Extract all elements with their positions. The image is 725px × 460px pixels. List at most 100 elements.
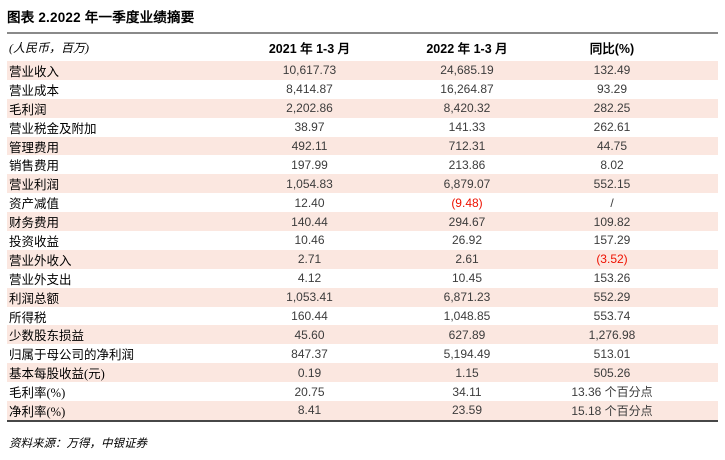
table-row: 管理费用 492.11 712.31 44.75 [7,136,718,156]
data-source-note: 资料来源：万得，中银证券 [9,437,147,450]
cell-2021-value: 160.44 [291,309,328,324]
column-header-yoy: 同比(%) [589,42,635,56]
column-header-2021: 2021 年 1-3 月 [268,42,351,56]
table-row: 毛利润 2,202.86 8,420.32 282.25 [7,98,718,118]
cell-2021-value: 197.99 [291,157,328,172]
cell-2021-value: 847.37 [291,346,328,361]
cell-2022-value: 5,194.49 [443,346,491,361]
cell-yoy-value: 552.29 [593,290,631,305]
cell-2022-value: 294.67 [448,214,486,229]
row-label: 归属于母公司的净利润 [9,348,135,363]
cell-yoy-value: 15.18 个百分点 [571,403,653,418]
cell-2021-value: 0.19 [297,365,322,380]
row-label: 资产减值 [9,197,60,212]
cell-2022-value: 6,871.23 [443,290,491,305]
cell-2022-value: 23.59 [451,403,483,418]
row-label: 销售费用 [9,159,60,174]
table-row: 营业收入 10,617.73 24,685.19 132.49 [7,61,718,80]
cell-2022-value: 10.45 [451,271,483,286]
cell-2021-value: 45.60 [294,327,325,342]
cell-2022-value: 34.11 [452,384,482,399]
cell-yoy-value: 8.02 [600,157,624,172]
financial-summary-table: (人民币，百万) 2021 年 1-3 月 2022 年 1-3 月 同比(%)… [7,34,718,422]
table-rows: 营业收入 10,617.73 24,685.19 132.49 营业成本 8,414.87… [7,61,718,420]
row-label: 净利率(%) [9,404,66,419]
cell-yoy-value: 157.29 [593,233,631,248]
title-divider [7,32,718,34]
table-row: 基本每股收益(元) 0.19 1.15 505.26 [7,363,718,383]
table-row: 营业税金及附加 38.97 141.33 262.61 [7,118,718,137]
column-header-2022: 2022 年 1-3 月 [426,42,508,56]
cell-2021-value: 20.75 [294,384,325,399]
table-row: 利润总额 1,053.41 6,871.23 552.29 [7,287,718,307]
cell-2022-value: 26.92 [451,233,483,248]
row-label: 基本每股收益(元) [9,367,105,382]
cell-2022-value: 213.86 [448,157,486,172]
cell-2021-value: 2,202.86 [286,101,333,116]
table-row: 投资收益 10.46 26.92 157.29 [7,231,718,250]
table-row: 净利率(%) 8.41 23.59 15.18 个百分点 [7,401,718,420]
currency-unit-label: (人民币，百万) [9,41,89,55]
cell-yoy-value: (3.52) [596,252,628,267]
cell-2021-value: 492.11 [291,139,328,153]
row-label: 毛利润 [9,102,47,117]
cell-yoy-value: 153.26 [593,271,631,286]
cell-2022-value: 6,879.07 [443,176,491,191]
table-row: 营业外支出 4.12 10.45 153.26 [7,269,718,288]
cell-yoy-value: 513.01 [593,346,631,361]
row-label: 毛利率(%) [9,386,66,401]
table-row: 营业成本 8,414.87 16,264.87 93.29 [7,80,718,99]
cell-2022-value: 627.89 [448,327,486,342]
cell-2021-value: 10,617.73 [282,63,337,78]
row-label: 投资收益 [9,234,60,249]
table-row: 少数股东损益 45.60 627.89 1,276.98 [7,325,718,345]
cell-yoy-value: 553.74 [593,309,631,324]
table-row: 财务费用 140.44 294.67 109.82 [7,212,718,232]
table-row: 归属于母公司的净利润 847.37 5,194.49 513.01 [7,344,718,363]
cell-2021-value: 1,054.83 [286,176,333,191]
row-label: 营业税金及附加 [9,121,97,136]
table-row: 营业外收入 2.71 2.61 (3.52) [7,249,718,269]
table-bottom-divider [7,419,718,422]
table-row: 资产减值 12.40 (9.48) / [7,193,718,212]
row-label: 利润总额 [9,291,60,306]
cell-yoy-value: 109.82 [593,214,631,229]
cell-2021-value: 12.40 [294,195,325,210]
row-label: 营业成本 [9,83,60,98]
figure-title: 图表 2.2022 年一季度业绩摘要 [7,10,195,25]
cell-yoy-value: 13.36 个百分点 [571,385,653,400]
table-row: 毛利率(%) 20.75 34.11 13.36 个百分点 [7,382,718,401]
row-label: 营业收入 [9,64,60,79]
cell-yoy-value: / [610,195,614,210]
cell-2022-value: 712.31 [448,139,486,153]
cell-2022-value: 1.15 [455,365,479,380]
row-label: 营业外支出 [9,272,72,287]
cell-yoy-value: 282.25 [593,101,631,116]
cell-yoy-value: 552.15 [593,176,631,191]
cell-2022-value: 141.33 [448,120,486,135]
cell-2022-value: 24,685.19 [440,63,494,78]
row-label: 财务费用 [9,216,60,231]
cell-yoy-value: 505.26 [593,365,631,380]
row-label: 少数股东损益 [9,329,85,344]
cell-yoy-value: 262.61 [593,120,631,135]
table-row: 所得税 160.44 1,048.85 553.74 [7,307,718,326]
cell-2021-value: 1,053.41 [286,290,333,305]
cell-2021-value: 8.41 [297,403,322,418]
cell-2022-value: 16,264.87 [440,82,494,97]
cell-2021-value: 2.71 [297,252,322,267]
cell-2021-value: 38.97 [294,120,325,135]
cell-yoy-value: 132.49 [593,63,631,78]
cell-2021-value: 10.46 [294,233,325,248]
row-label: 所得税 [9,310,47,325]
table-header-row: (人民币，百万) 2021 年 1-3 月 2022 年 1-3 月 同比(%) [7,34,718,61]
cell-2022-value: 2.61 [455,252,479,267]
cell-yoy-value: 44.75 [596,139,628,153]
row-label: 营业利润 [9,178,60,193]
cell-2022-value: 1,048.85 [443,309,491,324]
cell-2021-value: 140.44 [291,214,328,229]
cell-2021-value: 4.12 [297,271,322,286]
row-label: 管理费用 [9,140,60,155]
table-row: 营业利润 1,054.83 6,879.07 552.15 [7,174,718,194]
